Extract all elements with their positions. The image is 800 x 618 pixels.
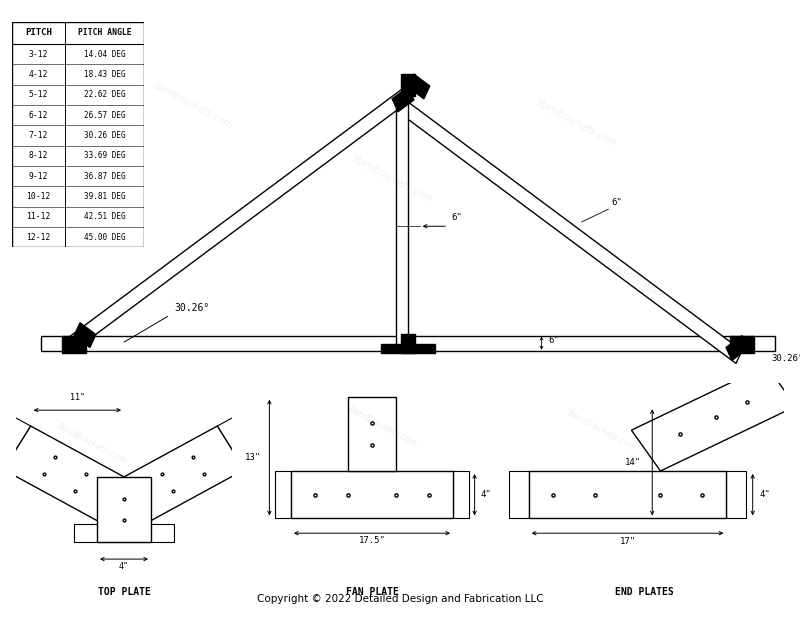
Text: 30.26°: 30.26° — [771, 353, 800, 363]
Text: 6-12: 6-12 — [29, 111, 48, 120]
Text: 3-12: 3-12 — [29, 50, 48, 59]
Polygon shape — [402, 74, 414, 96]
Polygon shape — [0, 415, 30, 470]
Text: 6": 6" — [548, 336, 559, 345]
Polygon shape — [382, 344, 434, 353]
Polygon shape — [74, 525, 174, 542]
Text: 4-12: 4-12 — [29, 70, 48, 79]
Text: 8-12: 8-12 — [29, 151, 48, 160]
Polygon shape — [402, 102, 742, 363]
Polygon shape — [68, 89, 408, 350]
Text: 26.57 DEG: 26.57 DEG — [83, 111, 126, 120]
Text: 33.69 DEG: 33.69 DEG — [83, 151, 126, 160]
Polygon shape — [392, 87, 414, 112]
Text: PITCH ANGLE: PITCH ANGLE — [78, 28, 131, 38]
Polygon shape — [631, 365, 796, 471]
Polygon shape — [529, 471, 726, 519]
Text: 12-12: 12-12 — [26, 232, 50, 242]
Text: BarnBrackets.com: BarnBrackets.com — [612, 265, 696, 316]
Polygon shape — [62, 336, 86, 353]
Polygon shape — [275, 471, 291, 519]
Text: Copyright © 2022 Detailed Design and Fabrication LLC: Copyright © 2022 Detailed Design and Fab… — [257, 595, 543, 604]
Text: END PLATES: END PLATES — [614, 587, 674, 598]
Polygon shape — [509, 471, 529, 519]
Text: 17": 17" — [619, 537, 635, 546]
Text: 11-12: 11-12 — [26, 212, 50, 221]
Text: 13": 13" — [245, 453, 262, 462]
Text: FAN PLATE: FAN PLATE — [346, 587, 398, 598]
Polygon shape — [291, 471, 453, 519]
Text: 14": 14" — [625, 458, 641, 467]
Text: BarnBrackets.com: BarnBrackets.com — [535, 98, 619, 149]
Polygon shape — [408, 74, 430, 99]
Text: BarnBrackets.com: BarnBrackets.com — [566, 408, 638, 453]
Polygon shape — [74, 323, 96, 347]
Text: PITCH: PITCH — [25, 28, 52, 38]
Polygon shape — [396, 102, 408, 350]
Text: 14.04 DEG: 14.04 DEG — [83, 50, 126, 59]
Text: 17.5": 17.5" — [358, 536, 386, 544]
Polygon shape — [453, 471, 469, 519]
Text: 18.43 DEG: 18.43 DEG — [83, 70, 126, 79]
Text: BarnBrackets.com: BarnBrackets.com — [350, 154, 434, 205]
Text: 4": 4" — [480, 490, 490, 499]
Text: 42.51 DEG: 42.51 DEG — [83, 212, 126, 221]
Text: 30.26 DEG: 30.26 DEG — [83, 131, 126, 140]
Polygon shape — [348, 397, 396, 471]
Polygon shape — [726, 336, 748, 360]
Text: BarnBrackets.com: BarnBrackets.com — [347, 404, 418, 449]
Text: 9-12: 9-12 — [29, 172, 48, 180]
Polygon shape — [41, 336, 775, 350]
Text: 45.00 DEG: 45.00 DEG — [83, 232, 126, 242]
Text: 11": 11" — [70, 393, 85, 402]
Text: 6": 6" — [612, 198, 622, 207]
Polygon shape — [726, 471, 746, 519]
Text: BarnBrackets.com: BarnBrackets.com — [56, 421, 127, 466]
Text: 7-12: 7-12 — [29, 131, 48, 140]
Polygon shape — [730, 336, 754, 353]
Polygon shape — [218, 415, 265, 470]
Text: 10-12: 10-12 — [26, 192, 50, 201]
Text: 5-12: 5-12 — [29, 90, 48, 99]
Text: TOP PLATE: TOP PLATE — [98, 587, 150, 597]
Text: BarnBrackets.com: BarnBrackets.com — [151, 80, 235, 130]
Text: 6": 6" — [451, 213, 462, 222]
Text: 36.87 DEG: 36.87 DEG — [83, 172, 126, 180]
Text: 30.26°: 30.26° — [174, 303, 210, 313]
Text: 4": 4" — [759, 490, 770, 499]
Text: 39.81 DEG: 39.81 DEG — [83, 192, 126, 201]
Polygon shape — [402, 334, 414, 353]
Polygon shape — [124, 426, 245, 520]
Polygon shape — [3, 426, 124, 520]
Text: 4": 4" — [119, 562, 129, 571]
Text: 22.62 DEG: 22.62 DEG — [83, 90, 126, 99]
Polygon shape — [97, 477, 151, 542]
